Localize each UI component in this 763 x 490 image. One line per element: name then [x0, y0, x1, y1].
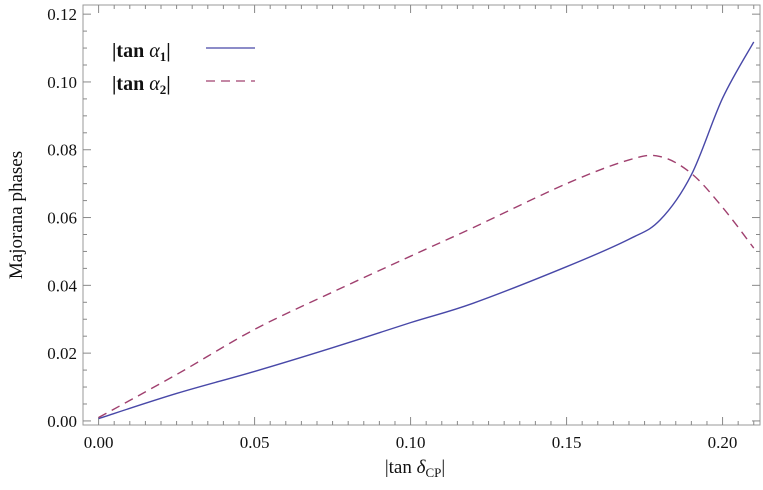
- y-tick-label: 0.12: [47, 5, 77, 24]
- y-tick-label: 0.04: [47, 276, 77, 295]
- legend-label-1: |tan α1|: [112, 40, 171, 64]
- legend: |tan α1| |tan α2|: [112, 40, 255, 97]
- series-line-2: [98, 154, 755, 419]
- y-tick-label: 0.06: [47, 209, 77, 228]
- y-tick-label: 0.02: [47, 344, 77, 363]
- x-tick-label: 0.05: [240, 433, 270, 452]
- y-tick-label: 0.08: [47, 141, 77, 160]
- y-tick-label: 0.00: [47, 412, 77, 431]
- series-group: [98, 41, 755, 420]
- x-axis-label: |tan δCP|: [385, 457, 445, 480]
- y-axis-label: Majorana phases: [6, 151, 27, 279]
- plot-frame: [82, 4, 761, 426]
- axis-ticks: 0.00 0.05 0.10 0.15 0.20 0.00 0.02 0.04 0.06 0.08…: [47, 5, 760, 452]
- x-tick-label: 0.15: [552, 433, 582, 452]
- series-line-1: [98, 41, 755, 420]
- y-tick-label: 0.10: [47, 73, 77, 92]
- x-tick-label: 0.20: [708, 433, 738, 452]
- x-tick-label: 0.10: [396, 433, 426, 452]
- legend-label-2: |tan α2|: [112, 73, 171, 97]
- x-tick-label: 0.00: [84, 433, 114, 452]
